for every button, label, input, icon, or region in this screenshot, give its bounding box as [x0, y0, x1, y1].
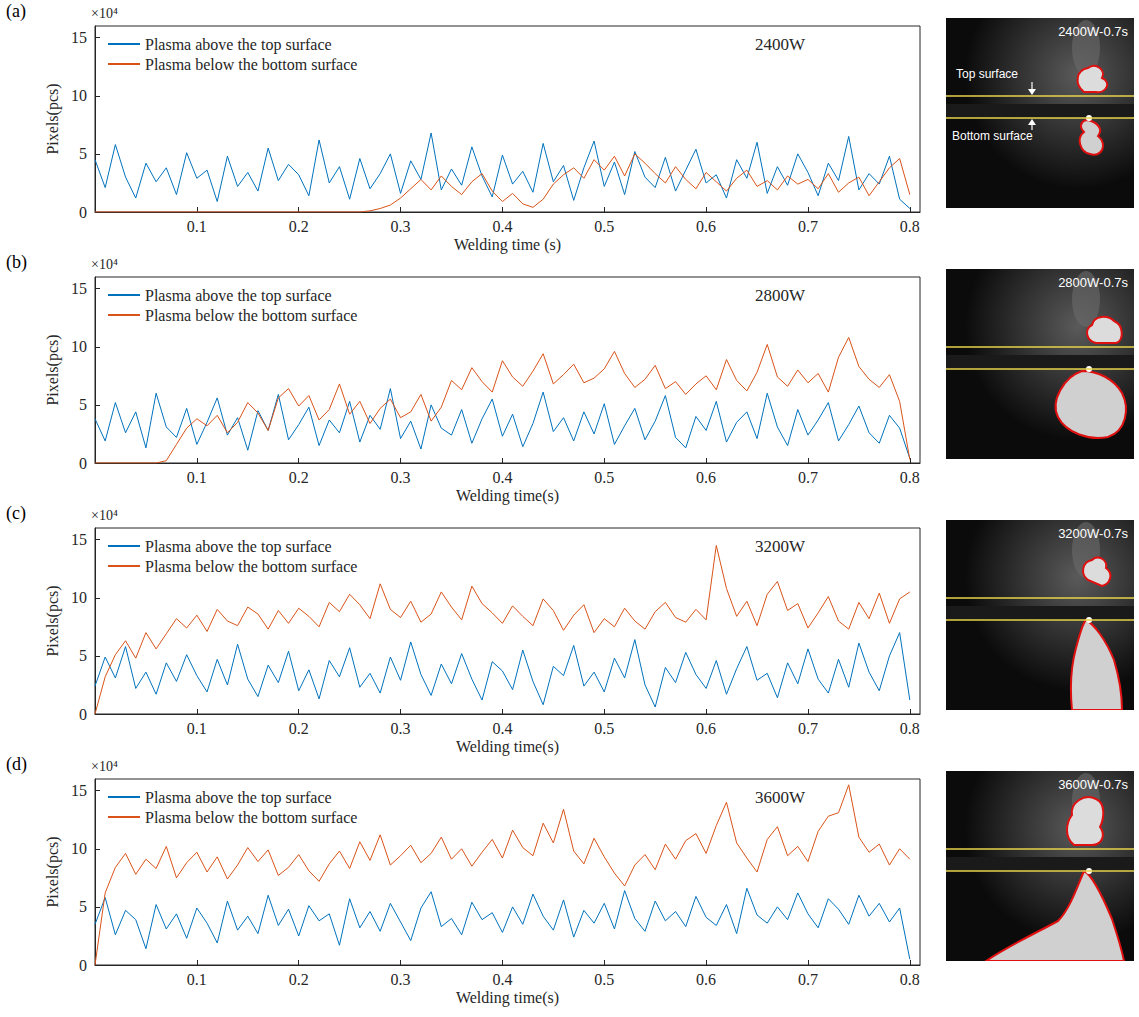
- svg-text:×10⁴: ×10⁴: [91, 6, 118, 21]
- svg-text:0.6: 0.6: [696, 218, 716, 235]
- svg-text:10: 10: [71, 840, 87, 857]
- svg-text:Plasma above the top surface: Plasma above the top surface: [145, 789, 332, 807]
- svg-text:0.7: 0.7: [798, 469, 818, 486]
- svg-text:0.4: 0.4: [492, 720, 512, 737]
- svg-text:2400W: 2400W: [755, 35, 806, 54]
- svg-text:Welding time(s): Welding time(s): [456, 738, 559, 756]
- svg-text:0.2: 0.2: [289, 469, 309, 486]
- svg-text:0.7: 0.7: [798, 971, 818, 988]
- svg-text:Top surface: Top surface: [956, 67, 1018, 81]
- svg-text:0.1: 0.1: [187, 469, 207, 486]
- svg-text:0.2: 0.2: [289, 218, 309, 235]
- svg-text:5: 5: [79, 647, 87, 664]
- svg-text:0.8: 0.8: [900, 971, 920, 988]
- svg-text:2800W-0.7s: 2800W-0.7s: [1058, 275, 1128, 290]
- svg-text:0.1: 0.1: [187, 218, 207, 235]
- svg-text:0.4: 0.4: [492, 469, 512, 486]
- svg-text:×10⁴: ×10⁴: [91, 508, 118, 523]
- svg-text:5: 5: [79, 396, 87, 413]
- svg-text:0.1: 0.1: [187, 971, 207, 988]
- svg-text:0.1: 0.1: [187, 720, 207, 737]
- svg-text:0.4: 0.4: [492, 218, 512, 235]
- svg-text:0.3: 0.3: [391, 218, 411, 235]
- svg-text:Bottom surface: Bottom surface: [952, 129, 1033, 143]
- svg-text:0.8: 0.8: [900, 720, 920, 737]
- svg-text:5: 5: [79, 145, 87, 162]
- svg-text:0.8: 0.8: [900, 469, 920, 486]
- svg-text:(d): (d): [6, 754, 27, 775]
- svg-text:3200W: 3200W: [755, 537, 806, 556]
- svg-text:Welding time(s): Welding time(s): [456, 989, 559, 1007]
- svg-text:Plasma above the top surface: Plasma above the top surface: [145, 287, 332, 305]
- svg-text:0: 0: [79, 706, 87, 723]
- svg-text:0.6: 0.6: [696, 971, 716, 988]
- svg-text:Plasma below the bottom surfac: Plasma below the bottom surface: [145, 558, 357, 575]
- svg-text:0.3: 0.3: [391, 720, 411, 737]
- svg-text:15: 15: [71, 29, 87, 46]
- svg-text:0.2: 0.2: [289, 971, 309, 988]
- svg-text:0.5: 0.5: [594, 720, 614, 737]
- svg-text:Plasma below the bottom surfac: Plasma below the bottom surface: [145, 56, 357, 73]
- svg-text:Plasma above the top surface: Plasma above the top surface: [145, 36, 332, 54]
- svg-text:10: 10: [71, 338, 87, 355]
- svg-text:2400W-0.7s: 2400W-0.7s: [1058, 24, 1128, 39]
- svg-text:Welding time (s): Welding time (s): [454, 236, 561, 254]
- svg-text:0.6: 0.6: [696, 720, 716, 737]
- svg-text:0: 0: [79, 455, 87, 472]
- svg-text:2800W: 2800W: [755, 286, 806, 305]
- svg-text:0: 0: [79, 957, 87, 974]
- svg-text:0.5: 0.5: [594, 469, 614, 486]
- svg-text:0.7: 0.7: [798, 720, 818, 737]
- svg-text:5: 5: [79, 898, 87, 915]
- svg-text:0.8: 0.8: [900, 218, 920, 235]
- svg-text:Plasma below the bottom surfac: Plasma below the bottom surface: [145, 307, 357, 324]
- svg-text:×10⁴: ×10⁴: [91, 759, 118, 774]
- svg-text:(b): (b): [6, 252, 27, 273]
- svg-text:Pixels(pcs): Pixels(pcs): [44, 585, 62, 656]
- svg-text:Plasma above the top surface: Plasma above the top surface: [145, 538, 332, 556]
- svg-text:×10⁴: ×10⁴: [91, 257, 118, 272]
- svg-text:0.7: 0.7: [798, 218, 818, 235]
- svg-text:10: 10: [71, 589, 87, 606]
- svg-text:(a): (a): [6, 1, 26, 22]
- svg-text:0.5: 0.5: [594, 971, 614, 988]
- svg-text:0: 0: [79, 204, 87, 221]
- svg-text:Plasma below the bottom surfac: Plasma below the bottom surface: [145, 809, 357, 826]
- svg-text:15: 15: [71, 782, 87, 799]
- svg-text:15: 15: [71, 531, 87, 548]
- svg-text:3600W: 3600W: [755, 788, 806, 807]
- svg-text:3200W-0.7s: 3200W-0.7s: [1058, 526, 1128, 541]
- svg-text:Pixels(pcs): Pixels(pcs): [44, 83, 62, 154]
- svg-text:3600W-0.7s: 3600W-0.7s: [1058, 777, 1128, 792]
- svg-text:Pixels(pcs): Pixels(pcs): [44, 334, 62, 405]
- svg-text:15: 15: [71, 280, 87, 297]
- svg-text:0.5: 0.5: [594, 218, 614, 235]
- svg-text:(c): (c): [6, 503, 26, 524]
- svg-text:0.2: 0.2: [289, 720, 309, 737]
- svg-text:0.6: 0.6: [696, 469, 716, 486]
- svg-text:0.3: 0.3: [391, 971, 411, 988]
- svg-text:0.3: 0.3: [391, 469, 411, 486]
- svg-text:Welding time(s): Welding time(s): [456, 487, 559, 505]
- svg-text:10: 10: [71, 87, 87, 104]
- svg-text:0.4: 0.4: [492, 971, 512, 988]
- svg-text:Pixels(pcs): Pixels(pcs): [44, 836, 62, 907]
